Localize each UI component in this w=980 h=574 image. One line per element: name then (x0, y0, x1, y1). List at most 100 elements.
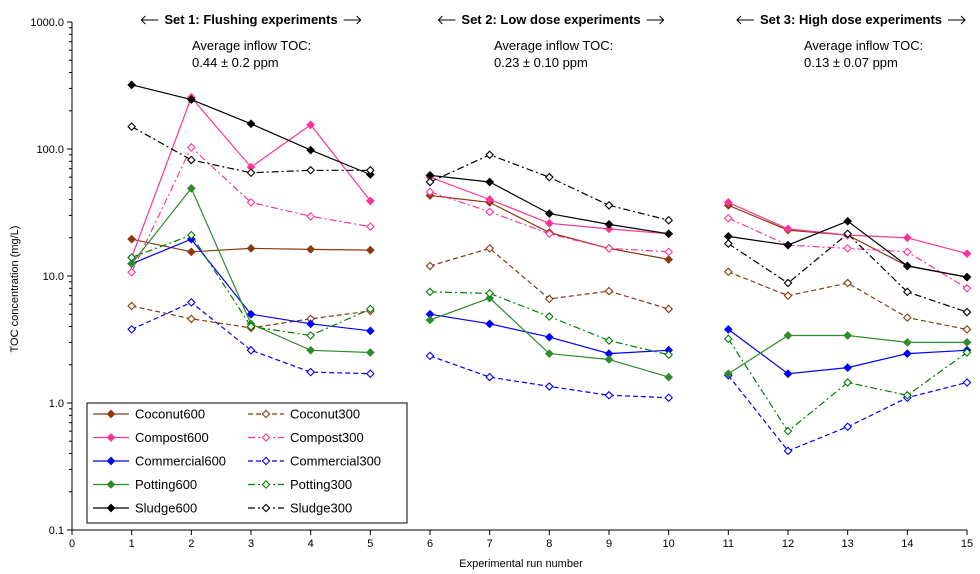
x-tick-label: 1 (129, 538, 135, 550)
data-point (604, 336, 614, 345)
set-title: Set 1: Flushing experiments (164, 12, 337, 27)
data-point (604, 390, 614, 400)
inflow-label: Average inflow TOC: (494, 38, 613, 53)
data-point (843, 331, 853, 340)
inflow-label: Average inflow TOC: (192, 38, 311, 53)
x-tick-label: 11 (723, 538, 734, 550)
right-arrow-icon (948, 15, 966, 25)
legend-label: Sludge300 (290, 501, 352, 516)
data-point (664, 393, 674, 403)
data-point (843, 244, 853, 253)
data-point (544, 294, 554, 304)
data-point (246, 197, 256, 207)
data-point (425, 177, 435, 187)
data-point (365, 196, 375, 206)
data-point (962, 307, 972, 317)
data-point (186, 247, 196, 257)
data-point (485, 372, 495, 382)
series-line (131, 146, 371, 273)
data-point (106, 480, 116, 489)
data-point (604, 200, 614, 210)
data-point (783, 369, 793, 379)
data-point (106, 409, 116, 419)
data-point (365, 165, 375, 175)
data-point (723, 324, 733, 334)
data-point (365, 348, 375, 357)
data-point (127, 259, 137, 269)
x-tick-label: 6 (427, 538, 433, 550)
inflow-value: 0.13 ± 0.07 ppm (804, 55, 898, 70)
data-point (261, 409, 271, 419)
series-layer (127, 80, 972, 456)
data-point (604, 286, 614, 296)
x-tick-label: 14 (901, 538, 913, 550)
data-point (783, 426, 793, 436)
data-point (962, 338, 972, 347)
data-point (664, 304, 674, 314)
data-point (902, 349, 912, 358)
y-tick-label: 1000.0 (30, 17, 64, 29)
data-point (425, 315, 435, 325)
data-point (186, 155, 196, 165)
set-title: Set 3: High dose experiments (760, 12, 942, 27)
data-point (106, 503, 116, 513)
data-point (843, 378, 853, 387)
data-point (261, 503, 271, 513)
data-point (544, 172, 554, 182)
data-point (843, 216, 853, 226)
data-point (544, 332, 554, 342)
data-point (902, 338, 912, 347)
legend-item-potting300: Potting300 (248, 477, 352, 492)
x-axis-label: Experimental run number (459, 558, 583, 570)
data-point (485, 293, 495, 303)
data-point (843, 229, 853, 239)
data-point (962, 249, 972, 259)
data-point (604, 355, 614, 364)
series-sludge300 (127, 122, 972, 317)
inflow-value: 0.44 ± 0.2 ppm (192, 55, 279, 70)
x-tick-label: 4 (308, 538, 314, 550)
data-point (425, 187, 435, 197)
inflow-label: Average inflow TOC: (804, 38, 923, 53)
data-point (902, 313, 912, 323)
data-point (843, 278, 853, 288)
data-point (365, 245, 375, 255)
data-point (365, 304, 375, 314)
data-point (604, 224, 614, 234)
legend-item-commercial600: Commercial600 (93, 454, 226, 469)
x-tick-label: 13 (842, 538, 854, 550)
left-arrow-icon (140, 15, 159, 25)
data-point (902, 261, 912, 271)
data-point (186, 95, 196, 104)
legend-label: Commercial300 (290, 454, 381, 469)
x-tick-label: 12 (782, 538, 794, 550)
data-point (246, 345, 256, 355)
data-point (261, 480, 271, 489)
data-point (261, 456, 271, 466)
data-point (186, 230, 196, 240)
data-point (306, 245, 316, 254)
y-tick-label: 100.0 (36, 144, 64, 156)
data-point (306, 211, 316, 221)
data-point (246, 244, 256, 253)
data-point (127, 80, 137, 90)
data-point (306, 331, 316, 340)
legend: Coconut600 Coconut300 Compost600 Compost300… (86, 402, 408, 524)
data-point (485, 319, 495, 329)
data-point (365, 326, 375, 336)
y-tick-label: 10.0 (43, 271, 64, 283)
data-point (485, 195, 495, 204)
right-arrow-icon (646, 15, 665, 25)
data-point (723, 232, 733, 241)
data-point (783, 446, 793, 456)
data-point (106, 456, 116, 466)
data-point (127, 234, 137, 244)
data-point (425, 261, 435, 271)
series-line (131, 301, 371, 375)
data-point (962, 272, 972, 282)
data-point (485, 177, 495, 187)
left-arrow-icon (736, 15, 754, 25)
x-tick-label: 9 (606, 538, 612, 550)
